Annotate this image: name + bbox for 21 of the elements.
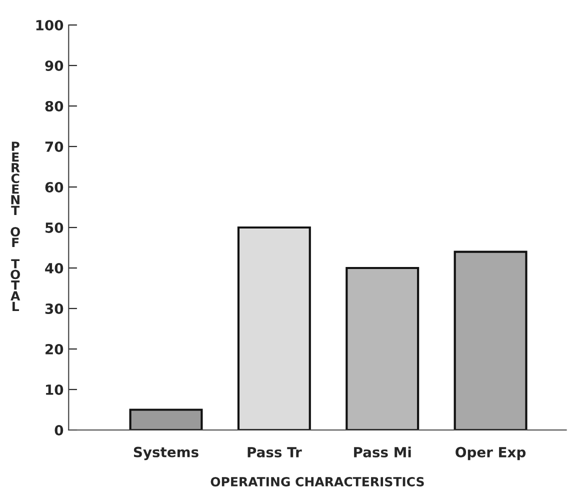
text: PERCENT OF TOTAL: [10, 142, 20, 311]
bar: [129, 408, 203, 430]
y-tick-label: 90: [45, 60, 64, 71]
bar: [237, 226, 311, 430]
x-tick-label: Oper Exp: [456, 446, 526, 460]
x-tick-label: Systems: [134, 446, 198, 460]
y-tick-label: 60: [45, 182, 64, 192]
bar: [454, 250, 528, 430]
x-tick-label: Pass Tr: [248, 447, 302, 458]
y-tick-label: 70: [45, 141, 64, 152]
y-tick-label: 100: [36, 20, 64, 30]
bar: [346, 266, 420, 430]
y-tick-label: 0: [54, 424, 64, 436]
y-tick-label: 50: [46, 222, 64, 233]
y-tick-label: 30: [45, 303, 64, 314]
y-tick-label: 80: [45, 100, 64, 112]
y-tick-label: 20: [46, 344, 64, 354]
y-tick-label: 40: [45, 262, 64, 274]
x-tick-label: Pass Mi: [354, 446, 411, 458]
y-tick-label: 10: [46, 384, 64, 395]
x-axis-title: OPERATING CHARACTERISTICS: [210, 476, 424, 486]
